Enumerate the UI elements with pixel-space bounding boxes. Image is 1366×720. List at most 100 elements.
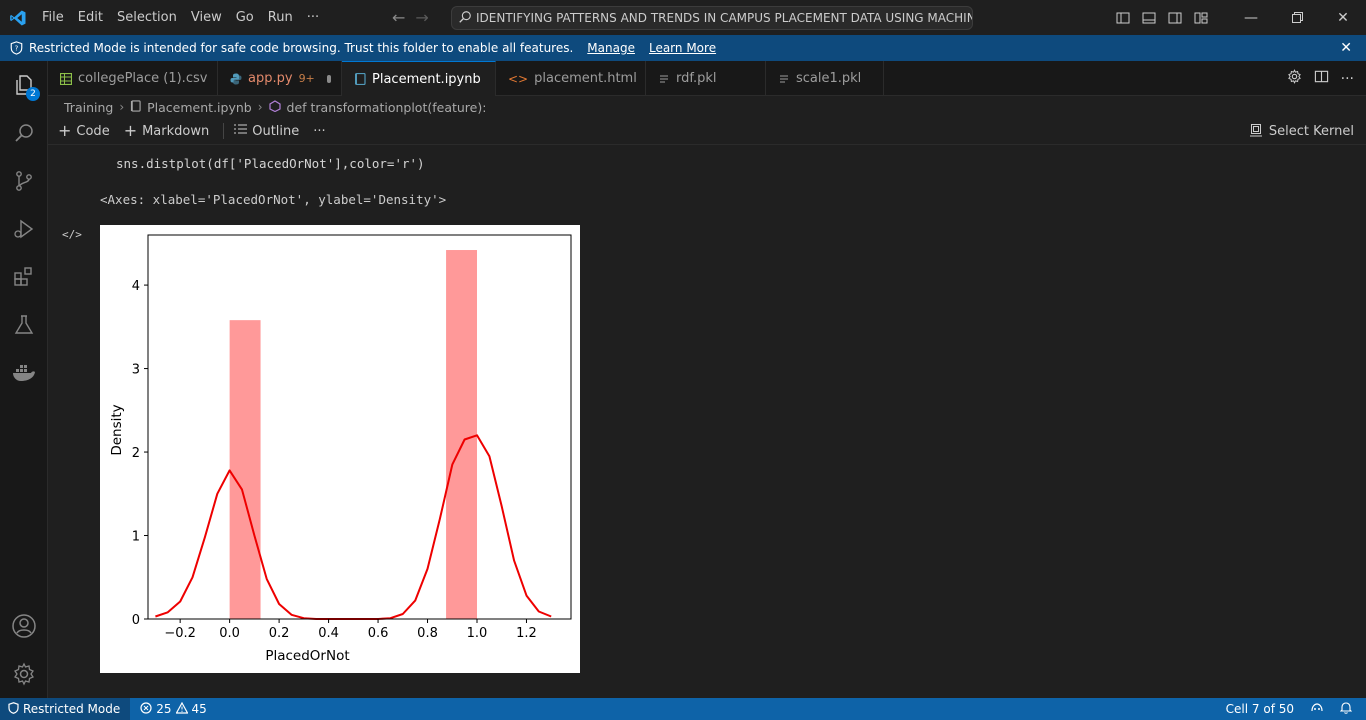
kde-line (155, 434, 552, 620)
manage-gear-icon[interactable] (0, 650, 48, 698)
toggle-secondary-sidebar-icon[interactable] (1162, 0, 1188, 35)
tab-label: rdf.pkl (676, 71, 717, 86)
notebook-editor: sns.distplot(df['PlacedOrNot'],color='r'… (48, 146, 1366, 698)
menu-bar: File Edit Selection View Go Run ··· (35, 0, 326, 35)
tab-label: app.py (248, 71, 293, 86)
add-code-label: Code (76, 123, 110, 139)
tab-placement-html[interactable]: <> placement.html (496, 61, 646, 96)
tab-label: scale1.pkl (796, 71, 862, 86)
settings-gear-icon[interactable] (1287, 69, 1302, 88)
tab-app-py[interactable]: app.py 9+ (218, 61, 342, 96)
html-icon: <> (508, 71, 529, 86)
copilot-icon[interactable] (1310, 702, 1324, 717)
chevron-right-icon: › (257, 100, 263, 114)
unsaved-dot-icon[interactable] (326, 74, 331, 83)
breadcrumb-file[interactable]: Placement.ipynb (147, 99, 252, 115)
problems-status[interactable]: 25 45 (140, 701, 207, 717)
tab-rdf-pkl[interactable]: rdf.pkl (646, 61, 766, 96)
x-tick-label: 0.2 (269, 626, 290, 641)
command-center-text: IDENTIFYING PATTERNS AND TRENDS IN CAMPU… (476, 11, 972, 25)
extensions-icon[interactable] (0, 253, 48, 301)
close-window-icon[interactable]: ✕ (1337, 9, 1349, 26)
search-icon (458, 10, 472, 27)
toolbar-divider (223, 123, 225, 139)
banner-close-icon[interactable]: ✕ (1340, 40, 1352, 56)
window-controls: — ✕ (1110, 0, 1366, 35)
restore-icon[interactable] (1274, 0, 1320, 35)
svg-text:?: ? (15, 45, 19, 53)
search-view-icon[interactable] (0, 109, 48, 157)
restricted-mode-status[interactable]: Restricted Mode (0, 698, 131, 720)
menu-view[interactable]: View (190, 10, 222, 25)
x-axis-label: PlacedOrNot (265, 648, 349, 664)
breadcrumb-folder[interactable]: Training (64, 99, 114, 115)
select-kernel-button[interactable]: Select Kernel (1249, 118, 1354, 145)
tab-collegeplace-csv[interactable]: collegePlace (1).csv (48, 61, 218, 96)
add-markdown-cell-button[interactable]: + Markdown (124, 123, 210, 139)
outline-label: Outline (252, 123, 300, 139)
histogram-bar-0 (229, 320, 261, 619)
accounts-icon[interactable] (0, 602, 48, 650)
docker-icon[interactable] (0, 349, 48, 397)
run-debug-icon[interactable] (0, 205, 48, 253)
cell-position[interactable]: Cell 7 of 50 (1225, 702, 1294, 716)
menu-selection[interactable]: Selection (116, 10, 177, 25)
minimize-icon[interactable]: — (1244, 9, 1258, 26)
plot-output: −0.2 0.0 0.2 0.4 0.6 0.8 1.0 1.2 0 1 2 3 4 PlacedOrNo… (100, 225, 580, 673)
tab-problems-count: 9+ (298, 72, 315, 85)
outline-list-icon (234, 123, 248, 139)
editor-tabs: collegePlace (1).csv app.py 9+ Placement… (48, 61, 1366, 96)
menu-file[interactable]: File (42, 10, 64, 25)
back-arrow-icon[interactable]: ← (392, 8, 406, 27)
toggle-primary-sidebar-icon[interactable] (1110, 0, 1136, 35)
code-cell-source[interactable]: sns.distplot(df['PlacedOrNot'],color='r'… (116, 156, 425, 171)
tab-scale1-pkl[interactable]: scale1.pkl (766, 61, 884, 96)
y-tick-label: 4 (132, 279, 140, 294)
add-markdown-label: Markdown (142, 123, 210, 139)
y-axis-label: Density (109, 404, 125, 455)
forward-arrow-icon[interactable]: → (415, 8, 429, 27)
customize-layout-icon[interactable] (1188, 0, 1214, 35)
source-control-icon[interactable] (0, 157, 48, 205)
navigation-arrows: ← → (392, 0, 429, 35)
menu-more[interactable]: ··· (306, 10, 320, 25)
x-tick-label: −0.2 (164, 626, 196, 641)
split-editor-icon[interactable] (1314, 69, 1329, 88)
title-bar: File Edit Selection View Go Run ··· ← → … (0, 0, 1366, 35)
plus-icon: + (58, 121, 72, 140)
x-tick-label: 0.4 (318, 626, 339, 641)
warning-icon (174, 701, 189, 717)
command-center-search[interactable]: IDENTIFYING PATTERNS AND TRENDS IN CAMPU… (451, 6, 973, 30)
notebook-icon (354, 73, 366, 85)
more-toolbar-actions-button[interactable]: ··· (313, 124, 325, 139)
vscode-logo-icon (0, 0, 35, 35)
add-code-cell-button[interactable]: + Code (58, 123, 110, 139)
status-bar: Restricted Mode 25 45 Cell 7 of 50 (0, 698, 1366, 720)
csv-icon (60, 72, 72, 85)
x-tick-label: 1.0 (467, 626, 488, 641)
notifications-bell-icon[interactable] (1339, 701, 1353, 717)
chevron-right-icon: › (119, 100, 125, 114)
more-actions-icon[interactable]: ··· (1340, 70, 1354, 87)
output-mimetype-icon[interactable]: </> (62, 228, 82, 241)
menu-go[interactable]: Go (235, 10, 254, 25)
menu-run[interactable]: Run (267, 10, 293, 25)
editor-actions: ··· (1287, 61, 1354, 96)
warning-count: 45 (191, 702, 207, 716)
shield-icon: ? (10, 41, 23, 55)
testing-icon[interactable] (0, 301, 48, 349)
breadcrumb: Training › Placement.ipynb › def transfo… (48, 96, 1366, 118)
restricted-mode-banner: ? Restricted Mode is intended for safe c… (0, 35, 1366, 61)
menu-edit[interactable]: Edit (77, 10, 103, 25)
explorer-icon[interactable]: 2 (0, 61, 48, 109)
tab-placement-ipynb[interactable]: Placement.ipynb (342, 61, 496, 96)
outline-button[interactable]: Outline (234, 123, 299, 139)
toggle-panel-icon[interactable] (1136, 0, 1162, 35)
banner-learn-more-link[interactable]: Learn More (648, 41, 717, 55)
error-count: 25 (156, 702, 172, 716)
banner-manage-link[interactable]: Manage (587, 41, 635, 55)
function-symbol-icon (268, 99, 281, 115)
breadcrumb-symbol[interactable]: def transformationplot(feature): (286, 99, 487, 115)
plus-icon: + (123, 121, 138, 140)
banner-message: Restricted Mode is intended for safe cod… (29, 41, 574, 55)
